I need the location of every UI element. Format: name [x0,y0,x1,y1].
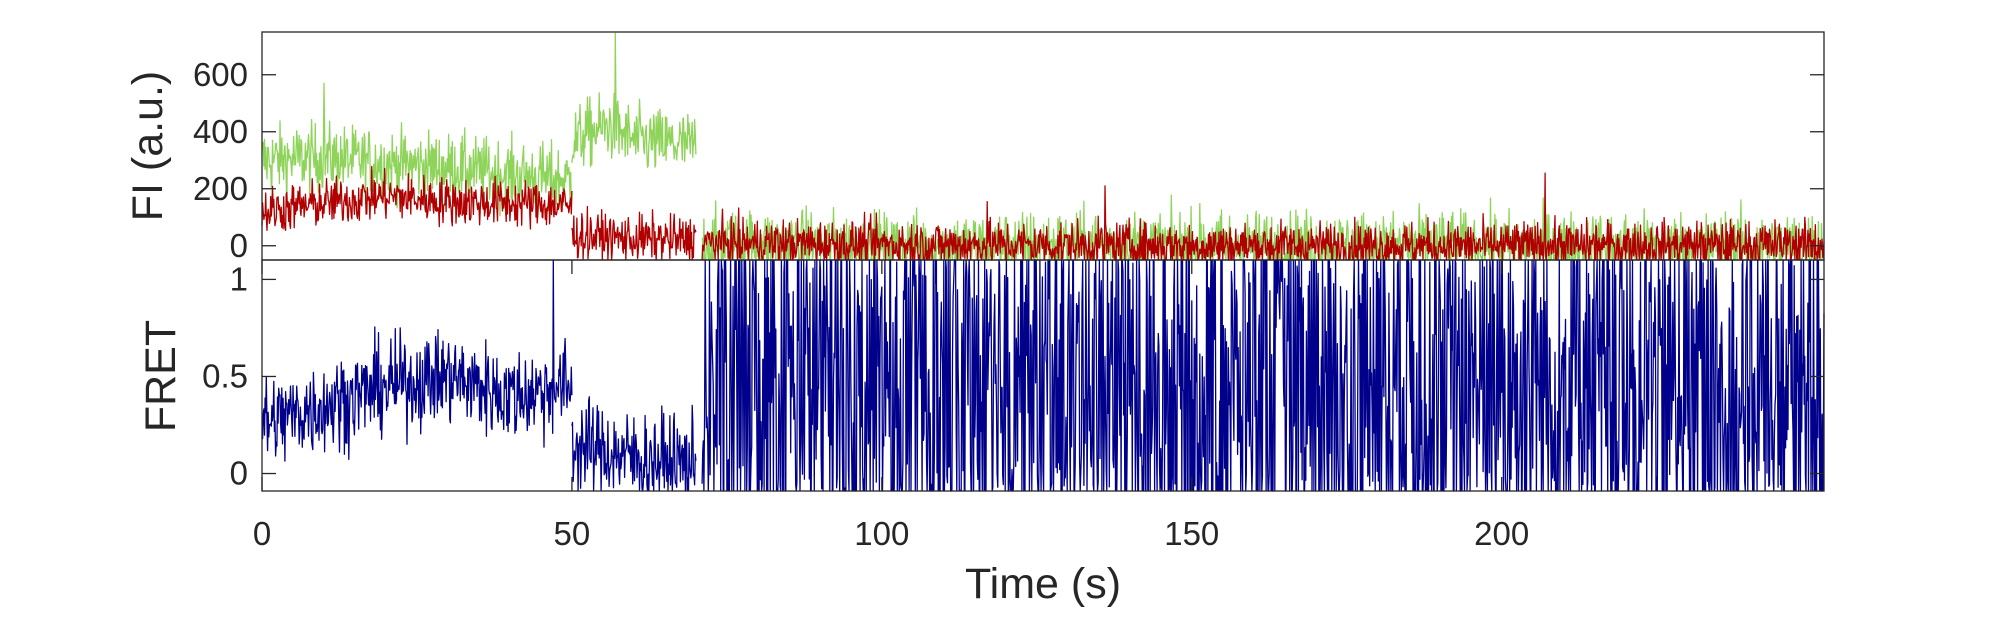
fluorescence-y-ticks: 0 200 400 600 [193,56,1824,264]
y-tick-label: 0 [230,455,248,492]
trace-line-1-0 [261,259,1825,492]
fluorescence-panel: 0 200 400 600 FI (a.u.) [124,31,1825,264]
trace-line-0-0 [261,32,1825,261]
fret-panel: 00.51 0 50 100 150 200 FRET Time (s) [137,259,1825,608]
time-x-axis-label: Time (s) [965,560,1121,608]
x-tick-label: 0 [253,515,271,552]
y-tick-label: 0.5 [202,357,248,394]
y-tick-label: 1 [230,260,248,297]
x-tick-label: 50 [554,515,591,552]
y-tick-label: 0 [230,227,248,264]
fluorescence-y-axis-label: FI (a.u.) [124,71,172,222]
y-tick-label: 400 [193,113,248,150]
y-tick-label: 600 [193,56,248,93]
fret-axes-box [261,259,1825,492]
x-tick-label: 150 [1164,515,1219,552]
x-tick-label: 200 [1474,515,1529,552]
y-tick-label: 200 [193,170,248,207]
fluorescence-series [261,32,1825,261]
x-tick-label: 100 [854,515,909,552]
time-x-ticks: 0 50 100 150 200 [253,260,1529,552]
fret-y-axis-label: FRET [137,320,185,432]
fret-y-ticks: 00.51 [202,260,1824,492]
fret-series [261,259,1825,492]
trace-line-0-1 [261,165,1825,261]
